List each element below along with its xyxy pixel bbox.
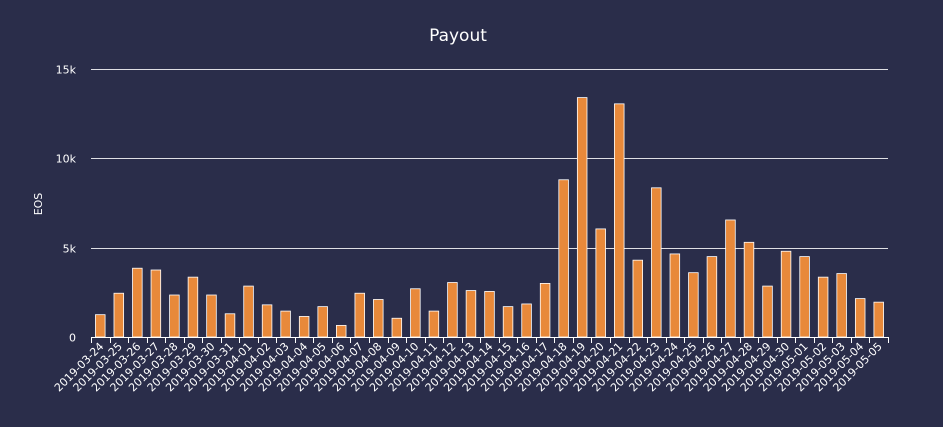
bar-2019-04-16 — [521, 303, 532, 338]
bar-2019-05-04 — [854, 298, 866, 338]
bar-2019-05-02 — [817, 276, 829, 338]
bar-2019-03-27 — [150, 269, 162, 338]
bar-2019-04-05 — [317, 306, 328, 338]
bar-2019-04-21 — [614, 103, 625, 338]
bar-2019-03-26 — [132, 267, 143, 338]
bars — [95, 97, 884, 338]
grid-lines — [91, 69, 888, 338]
bar-2019-04-02 — [261, 304, 273, 338]
y-tick-label: 0 — [69, 332, 76, 345]
x-axis-ticks: 2019-03-242019-03-252019-03-262019-03-27… — [52, 337, 889, 394]
y-tick-label: 5k — [63, 243, 77, 256]
bar-2019-04-30 — [780, 250, 792, 338]
y-tick-label: 15k — [56, 64, 77, 77]
bar-2019-04-28 — [743, 241, 755, 338]
bar-2019-03-28 — [169, 294, 180, 338]
bar-2019-03-31 — [224, 313, 236, 338]
bar-2019-04-07 — [354, 292, 365, 338]
bar-2019-03-30 — [206, 294, 217, 338]
bar-2019-04-25 — [688, 272, 699, 338]
bar-2019-05-03 — [836, 273, 847, 338]
bar-2019-04-08 — [373, 299, 384, 338]
bar-2019-05-01 — [799, 256, 810, 338]
bar-2019-04-06 — [335, 324, 347, 338]
bar-2019-04-13 — [465, 290, 477, 338]
bar-2019-04-09 — [391, 317, 403, 338]
bar-2019-04-14 — [484, 291, 495, 338]
bar-2019-04-26 — [706, 256, 718, 338]
y-axis-label: EOS — [32, 193, 45, 216]
bar-2019-04-24 — [669, 253, 681, 338]
bar-2019-04-15 — [502, 306, 514, 338]
bar-2019-04-17 — [539, 282, 551, 338]
bar-2019-05-05 — [873, 301, 884, 338]
bar-2019-04-29 — [762, 285, 773, 338]
bar-2019-04-22 — [632, 259, 644, 338]
chart-title: Payout — [429, 26, 487, 46]
bar-2019-04-03 — [280, 310, 291, 338]
y-tick-label: 10k — [56, 153, 77, 166]
bar-2019-04-12 — [447, 282, 458, 338]
bar-2019-04-23 — [651, 187, 662, 338]
bar-2019-04-11 — [428, 310, 440, 338]
bar-2019-03-24 — [95, 314, 106, 338]
bar-2019-04-19 — [576, 97, 588, 338]
bar-2019-03-29 — [187, 276, 199, 338]
bar-2019-04-04 — [298, 316, 310, 338]
bar-2019-03-25 — [113, 292, 125, 338]
bar-2019-04-20 — [595, 228, 606, 338]
bar-2019-04-27 — [725, 219, 736, 338]
bar-2019-04-10 — [410, 288, 421, 338]
bar-2019-04-01 — [243, 285, 254, 338]
bar-2019-04-18 — [558, 179, 569, 338]
y-axis-ticks: 0 5k 10k 15k — [56, 64, 77, 345]
